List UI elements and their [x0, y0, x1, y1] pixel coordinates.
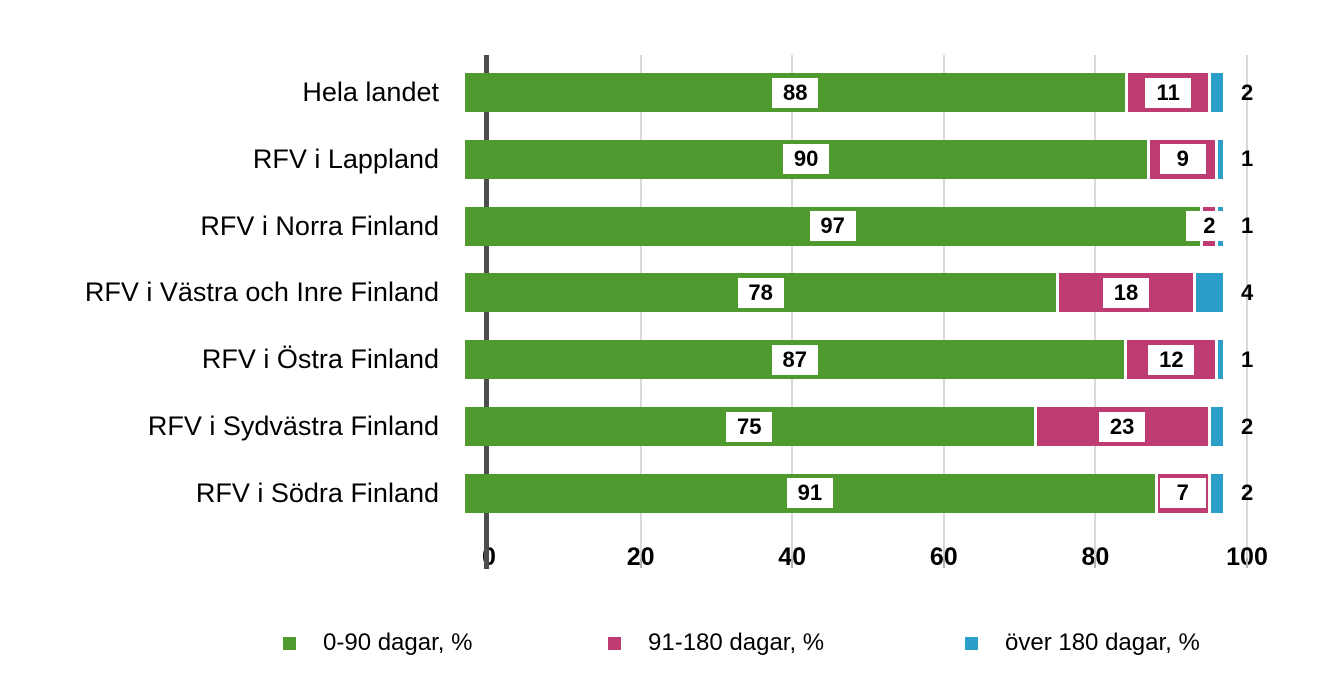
- data-label: 91: [786, 478, 833, 509]
- segment-0-90-dagar: 87: [465, 340, 1125, 380]
- data-label: 12: [1148, 344, 1195, 375]
- segment-0-90-dagar: 88: [465, 73, 1126, 112]
- legend-swatch-icon: [283, 636, 296, 650]
- bar-track: 88 11 2: [465, 73, 1253, 112]
- category-label: Hela landet: [302, 77, 439, 107]
- segment-0-90-dagar: 75: [465, 407, 1034, 446]
- segment-0-90-dagar: 90: [465, 139, 1148, 179]
- data-label-outside: 1: [1241, 213, 1254, 239]
- bar-track: 75 23 2: [465, 407, 1253, 446]
- segment-over-180-dagar: [1215, 340, 1223, 380]
- category-label: RFV i Norra Finland: [200, 210, 439, 241]
- segment-0-90-dagar: 91: [465, 473, 1155, 513]
- segment-91-180-dagar: 12: [1124, 340, 1216, 380]
- x-tick-mark: [1246, 558, 1248, 568]
- x-tick-mark: [639, 558, 642, 568]
- data-label: 88: [772, 77, 819, 108]
- data-label-outside: 2: [1241, 480, 1254, 506]
- category-label: RFV i Sydvästra Finland: [147, 411, 439, 441]
- bar-track: 91 7 2: [465, 473, 1253, 513]
- data-label-outside: 2: [1241, 413, 1254, 439]
- segment-0-90-dagar: 78: [465, 273, 1057, 313]
- chart-row: RFV i Östra Finland 87 12 1: [0, 340, 1253, 380]
- chart-row: Hela landet 88 11 2: [0, 73, 1253, 112]
- legend-label: 0-90 dagar, %: [323, 629, 473, 656]
- chart-row: RFV i Södra Finland 91 7 2: [0, 473, 1253, 513]
- data-label: 90: [783, 144, 830, 175]
- segment-91-180-dagar: 18: [1056, 273, 1193, 313]
- x-tick-mark: [942, 558, 945, 568]
- x-tick-mark: [791, 558, 794, 568]
- data-label: 78: [737, 277, 784, 308]
- legend-swatch-icon: [608, 636, 621, 650]
- x-tick-mark: [1094, 558, 1097, 568]
- data-label: 75: [726, 411, 773, 442]
- category-label: RFV i Lappland: [252, 143, 439, 174]
- bar-track: 97 2 1: [465, 206, 1253, 246]
- segment-over-180-dagar: [1207, 473, 1223, 513]
- chart-row: RFV i Lappland 90 9 1: [0, 139, 1253, 179]
- data-label: 87: [771, 344, 818, 375]
- legend-swatch-icon: [965, 636, 978, 650]
- data-label: 11: [1145, 77, 1192, 108]
- category-label: RFV i Södra Finland: [195, 477, 439, 508]
- bar-track: 90 9 1: [465, 139, 1253, 179]
- data-label: 23: [1099, 411, 1146, 442]
- data-label-outside: 2: [1241, 79, 1254, 105]
- legend-item: 91-180 dagar, %: [608, 629, 824, 657]
- data-label-outside: 1: [1241, 146, 1254, 172]
- data-label-outside: 4: [1241, 279, 1254, 305]
- legend-item: 0-90 dagar, %: [283, 629, 472, 657]
- category-label: RFV i Östra Finland: [201, 344, 439, 375]
- chart-row: RFV i Västra och Inre Finland 78 18 4: [0, 273, 1253, 313]
- bar-track: 87 12 1: [465, 340, 1253, 380]
- data-label-outside: 1: [1241, 346, 1254, 372]
- segment-91-180-dagar: 11: [1125, 73, 1208, 112]
- segment-91-180-dagar: 2: [1186, 206, 1233, 246]
- segment-0-90-dagar: 97: [465, 206, 1201, 246]
- segment-over-180-dagar: [1207, 407, 1223, 446]
- legend-item: över 180 dagar, %: [965, 629, 1200, 657]
- x-tick-label: 0: [482, 543, 496, 571]
- legend-label: över 180 dagar, %: [1005, 629, 1200, 656]
- segment-over-180-dagar: [1192, 273, 1223, 313]
- segment-over-180-dagar: [1207, 73, 1223, 112]
- data-label: 9: [1159, 144, 1206, 175]
- vertical-gridline: [1246, 55, 1248, 558]
- chart-row: RFV i Norra Finland 97 2 1: [0, 206, 1253, 246]
- data-label: 18: [1102, 277, 1149, 308]
- segment-91-180-dagar: 9: [1147, 139, 1216, 179]
- bar-track: 78 18 4: [465, 273, 1253, 313]
- segment-91-180-dagar: 7: [1154, 473, 1208, 513]
- legend-label: 91-180 dagar, %: [648, 629, 825, 656]
- segment-91-180-dagar: 23: [1033, 407, 1208, 446]
- data-label: 7: [1159, 478, 1206, 509]
- segment-over-180-dagar: [1215, 139, 1223, 179]
- category-label: RFV i Västra och Inre Finland: [84, 277, 439, 308]
- chart-row: RFV i Sydvästra Finland 75 23 2: [0, 407, 1253, 446]
- data-label: 2: [1186, 211, 1233, 242]
- data-label: 97: [809, 211, 856, 242]
